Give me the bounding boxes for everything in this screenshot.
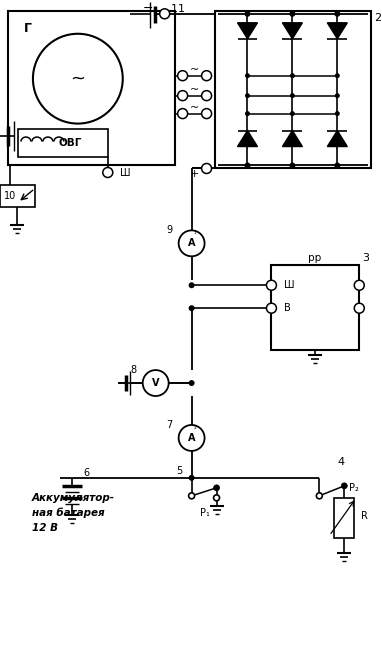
Circle shape bbox=[354, 280, 364, 290]
Bar bbox=[18, 128, 108, 157]
Text: 5: 5 bbox=[176, 466, 183, 476]
Text: 10: 10 bbox=[4, 191, 16, 202]
Circle shape bbox=[214, 485, 220, 491]
Bar bbox=[8, 11, 175, 165]
Text: Ш: Ш bbox=[120, 168, 130, 178]
Circle shape bbox=[290, 163, 295, 168]
Text: −: − bbox=[142, 3, 153, 16]
Circle shape bbox=[202, 163, 212, 174]
Text: Аккумулятор-: Аккумулятор- bbox=[32, 493, 115, 503]
Circle shape bbox=[179, 425, 205, 451]
Circle shape bbox=[202, 71, 212, 80]
Circle shape bbox=[341, 483, 347, 489]
Circle shape bbox=[267, 303, 277, 313]
Circle shape bbox=[189, 305, 194, 311]
Bar bbox=[215, 11, 371, 168]
Text: R: R bbox=[361, 511, 368, 521]
Circle shape bbox=[335, 111, 340, 116]
Circle shape bbox=[316, 493, 322, 499]
Text: ~: ~ bbox=[70, 70, 85, 87]
Circle shape bbox=[290, 11, 295, 17]
Circle shape bbox=[178, 71, 188, 80]
Circle shape bbox=[334, 163, 340, 168]
Polygon shape bbox=[238, 130, 257, 146]
Circle shape bbox=[178, 109, 188, 119]
Circle shape bbox=[103, 167, 113, 178]
Circle shape bbox=[189, 475, 194, 481]
Circle shape bbox=[244, 163, 251, 168]
Text: 4: 4 bbox=[338, 457, 345, 467]
Circle shape bbox=[202, 91, 212, 100]
Circle shape bbox=[189, 493, 194, 499]
Text: ₂: ₂ bbox=[193, 424, 196, 430]
Circle shape bbox=[290, 73, 295, 78]
Text: Ш: Ш bbox=[285, 280, 295, 290]
Text: 7: 7 bbox=[167, 420, 173, 430]
Circle shape bbox=[143, 370, 169, 396]
Circle shape bbox=[267, 280, 277, 290]
Circle shape bbox=[214, 495, 220, 501]
Text: ОВГ: ОВГ bbox=[58, 137, 81, 148]
Circle shape bbox=[290, 93, 295, 98]
Text: 9: 9 bbox=[167, 226, 173, 235]
Text: Р₂: Р₂ bbox=[349, 483, 359, 493]
Text: A: A bbox=[188, 433, 195, 443]
Polygon shape bbox=[238, 23, 257, 39]
Circle shape bbox=[189, 380, 194, 386]
Polygon shape bbox=[282, 130, 303, 146]
Circle shape bbox=[354, 303, 364, 313]
Circle shape bbox=[245, 111, 250, 116]
Text: ~: ~ bbox=[190, 85, 199, 95]
Circle shape bbox=[160, 9, 170, 19]
Circle shape bbox=[244, 11, 251, 17]
Circle shape bbox=[179, 230, 205, 257]
Bar bbox=[0, 185, 35, 207]
Circle shape bbox=[290, 111, 295, 116]
Circle shape bbox=[33, 34, 123, 124]
Polygon shape bbox=[327, 130, 347, 146]
Text: 2: 2 bbox=[374, 13, 381, 23]
Text: ~: ~ bbox=[190, 65, 199, 75]
Text: +: + bbox=[190, 170, 199, 179]
Circle shape bbox=[245, 73, 250, 78]
Text: V: V bbox=[152, 378, 159, 388]
Text: 3: 3 bbox=[362, 253, 369, 263]
Text: Р₁: Р₁ bbox=[200, 508, 209, 518]
Circle shape bbox=[178, 91, 188, 100]
Text: ная батарея: ная батарея bbox=[32, 507, 105, 518]
Circle shape bbox=[335, 73, 340, 78]
Polygon shape bbox=[282, 23, 303, 39]
Text: ~: ~ bbox=[190, 102, 199, 113]
Circle shape bbox=[189, 283, 194, 288]
Circle shape bbox=[334, 11, 340, 17]
Text: 12 В: 12 В bbox=[32, 523, 58, 533]
Polygon shape bbox=[327, 23, 347, 39]
Text: 6: 6 bbox=[84, 468, 90, 478]
Circle shape bbox=[335, 93, 340, 98]
Bar bbox=[334, 498, 354, 538]
Text: 1: 1 bbox=[178, 4, 185, 14]
Bar bbox=[272, 265, 359, 350]
Text: 1: 1 bbox=[171, 4, 178, 14]
Text: ₁: ₁ bbox=[193, 229, 196, 235]
Text: рр: рр bbox=[308, 253, 321, 263]
Circle shape bbox=[202, 109, 212, 119]
Text: Г: Г bbox=[24, 22, 32, 35]
Text: 8: 8 bbox=[131, 365, 137, 375]
Text: В: В bbox=[285, 303, 291, 313]
Circle shape bbox=[245, 93, 250, 98]
Text: A: A bbox=[188, 238, 195, 248]
